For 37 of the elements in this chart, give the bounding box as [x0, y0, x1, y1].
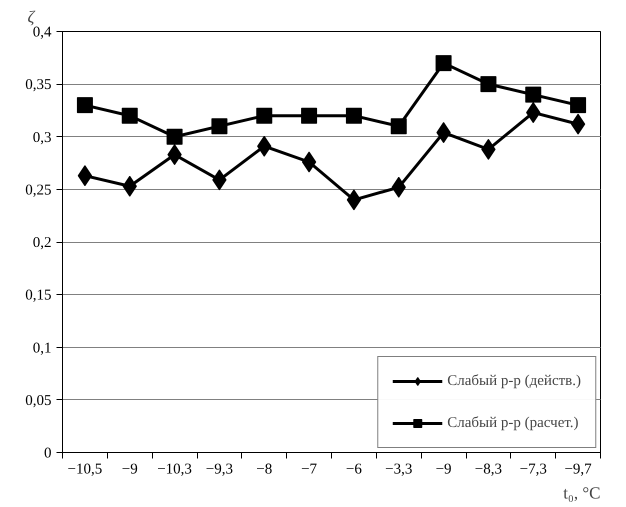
y-tick-label: 0,4 — [32, 24, 52, 40]
point — [525, 86, 542, 103]
x-axis-title: t₀, °C — [563, 484, 601, 502]
x-tick-label: −8,3 — [474, 462, 502, 478]
y-tick-label: 0,3 — [32, 130, 52, 146]
y-tick-label: 0,2 — [32, 235, 52, 251]
y-tick-label: 0,15 — [25, 288, 52, 304]
x-tick-label: −9 — [436, 462, 452, 478]
x-tick-label: −9,3 — [206, 462, 234, 478]
x-tick-label: −8 — [256, 462, 272, 478]
x-tick-label: −6 — [346, 462, 362, 478]
point — [436, 55, 452, 72]
y-tick-label: 0,25 — [25, 182, 52, 198]
y-tick-label: 0,05 — [25, 392, 52, 409]
y-axis-title: ζ — [28, 8, 36, 26]
y-tick-label: 0,35 — [25, 77, 52, 94]
legend-label: Слабый р-р (расчет.) — [447, 414, 579, 432]
y-tick-label: 0,1 — [32, 340, 52, 356]
x-tick-label: −10,5 — [68, 462, 102, 478]
point — [76, 97, 93, 114]
point — [211, 118, 228, 134]
x-tick-label: −9 — [122, 462, 138, 478]
x-tick-label: −10,3 — [157, 462, 192, 478]
x-tick-label: −9,7 — [564, 462, 592, 478]
x-tick-label: −7,3 — [520, 462, 547, 478]
x-tick-label: −7 — [301, 462, 318, 478]
point — [166, 128, 183, 145]
point — [480, 76, 496, 92]
point — [256, 108, 272, 124]
point — [390, 118, 407, 134]
x-tick-label: −3,3 — [385, 462, 412, 478]
legend-label: Слабый р-р (действ.) — [447, 372, 581, 390]
point — [570, 97, 586, 114]
y-tick-label: 0 — [44, 446, 52, 462]
point — [122, 108, 138, 124]
point — [301, 108, 318, 124]
point — [346, 108, 362, 124]
